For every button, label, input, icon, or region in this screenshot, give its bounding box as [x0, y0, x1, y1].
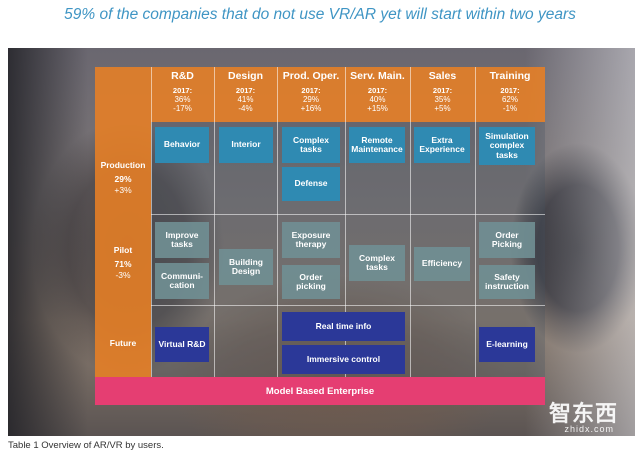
column-share: 40%	[369, 95, 386, 104]
grid-line	[410, 67, 411, 377]
watermark-logo: 智东西	[548, 401, 618, 426]
row-share: 29%	[114, 174, 132, 184]
cell-improve-tasks: Improve tasks	[155, 222, 209, 258]
column-header-training: Training 2017: 62% -1%	[475, 70, 545, 113]
column-year: 2017:	[172, 86, 193, 95]
column-change: -1%	[502, 104, 518, 113]
cell-remote-maintenance: Remote Maintenance	[349, 127, 405, 163]
grid-line	[214, 67, 215, 377]
column-change: +16%	[300, 104, 322, 113]
column-name: R&D	[171, 70, 194, 82]
column-share: 35%	[434, 95, 451, 104]
column-share: 41%	[237, 95, 254, 104]
cell-order-picking-production: Order picking	[282, 265, 340, 299]
cell-complex-tasks-service: Complex tasks	[349, 245, 405, 281]
row-header-band	[95, 122, 151, 377]
column-change: +5%	[434, 104, 451, 113]
cell-efficiency: Efficiency	[414, 247, 470, 281]
column-name: Prod. Oper.	[282, 70, 340, 82]
grid-line	[151, 214, 545, 215]
column-year: 2017:	[235, 86, 256, 95]
column-share: 29%	[302, 95, 319, 104]
cell-interior: Interior	[219, 127, 273, 163]
column-year: 2017:	[367, 86, 388, 95]
row-header-production: Production 29% +3%	[95, 160, 151, 196]
row-name: Pilot	[113, 245, 133, 255]
cell-exposure-therapy: Exposure therapy	[282, 222, 340, 258]
cell-behavior: Behavior	[155, 127, 209, 163]
cell-communication: Communi-cation	[155, 263, 209, 299]
row-name: Future	[109, 338, 137, 348]
cell-e-learning: E-learning	[479, 327, 535, 362]
cell-real-time-info: Real time info	[282, 312, 405, 341]
column-name: Sales	[428, 70, 457, 82]
watermark-url: zhidx.com	[564, 424, 614, 434]
row-name: Production	[100, 160, 146, 170]
column-share: 62%	[501, 95, 518, 104]
row-header-pilot: Pilot 71% -3%	[95, 245, 151, 281]
column-name: Design	[227, 70, 263, 82]
table-caption: Table 1 Overview of AR/VR by users.	[8, 440, 164, 451]
column-name: Training	[489, 70, 531, 82]
cell-immersive-control: Immersive control	[282, 345, 405, 374]
grid-line	[345, 67, 346, 377]
column-header-serv-main: Serv. Main. 2017: 40% +15%	[345, 70, 410, 113]
header-band	[95, 67, 545, 122]
cell-order-picking-training: Order Picking	[479, 222, 535, 258]
grid-line	[151, 305, 545, 306]
cell-complex-tasks-production: Complex tasks	[282, 127, 340, 163]
grid-line	[277, 67, 278, 377]
cell-simulation-complex-tasks: Simulation complex tasks	[479, 127, 535, 165]
column-header-sales: Sales 2017: 35% +5%	[410, 70, 475, 113]
cell-defense: Defense	[282, 167, 340, 201]
headline: 59% of the companies that do not use VR/…	[64, 6, 576, 23]
column-header-design: Design 2017: 41% -4%	[214, 70, 277, 113]
photo-shade-left	[8, 48, 88, 436]
row-header-future: Future	[95, 338, 151, 349]
column-share: 36%	[174, 95, 191, 104]
column-year: 2017:	[301, 86, 321, 95]
grid-line	[475, 67, 476, 377]
column-name: Serv. Main.	[350, 70, 405, 82]
grid-line	[151, 67, 152, 377]
row-change: -3%	[115, 270, 131, 280]
column-year: 2017:	[500, 86, 520, 95]
column-year: 2017:	[432, 86, 453, 95]
cell-building-design: Building Design	[219, 249, 273, 285]
cell-safety-instruction: Safety instruction	[479, 265, 535, 299]
column-header-prod-oper: Prod. Oper. 2017: 29% +16%	[277, 70, 345, 113]
row-share: 71%	[114, 259, 132, 269]
cell-extra-experience: Extra Experience	[414, 127, 470, 163]
row-change: +3%	[114, 185, 132, 195]
cell-virtual-rd: Virtual R&D	[155, 327, 209, 362]
column-change: -17%	[173, 104, 192, 113]
model-based-enterprise-banner: Model Based Enterprise	[95, 377, 545, 405]
column-change: -4%	[238, 104, 253, 113]
column-change: +15%	[367, 104, 388, 113]
column-header-rd: R&D 2017: 36% -17%	[151, 70, 214, 113]
